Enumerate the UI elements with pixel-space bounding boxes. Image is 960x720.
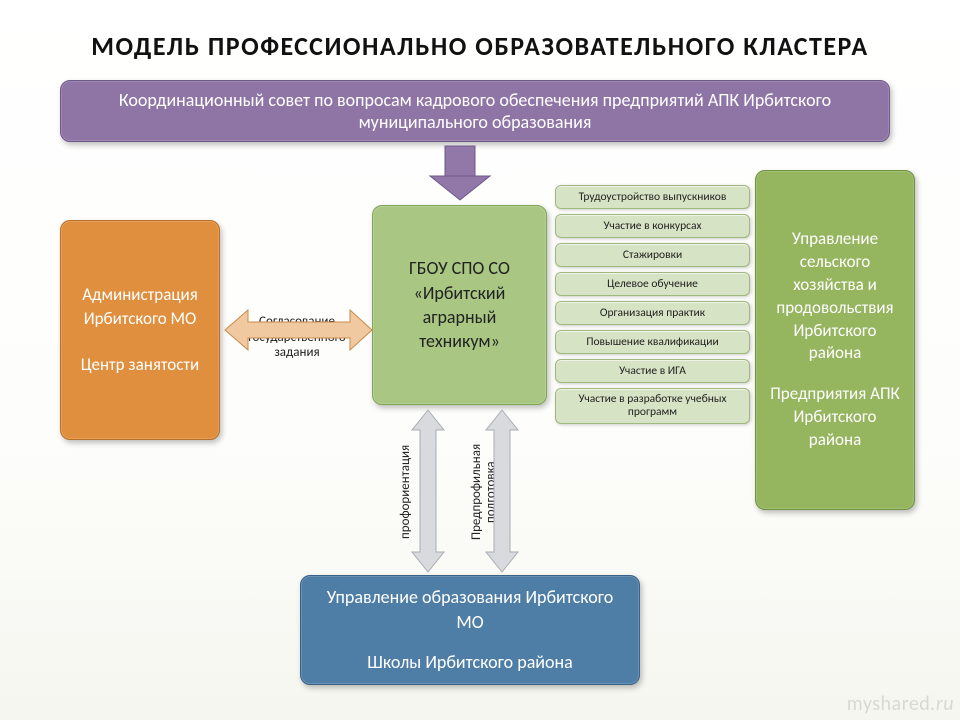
pill-column: Трудоустройство выпускников Участие в ко… xyxy=(555,185,750,429)
pill-item: Повышение квалификации xyxy=(555,330,750,354)
right-line1: Управление сельского хозяйства и продово… xyxy=(766,228,904,366)
pill-label: Участие в конкурсах xyxy=(604,219,702,233)
pill-item: Участие в ИГА xyxy=(555,359,750,383)
pill-label: Трудоустройство выпускников xyxy=(579,190,727,204)
diagram-stage: МОДЕЛЬ ПРОФЕССИОНАЛЬНО ОБРАЗОВАТЕЛЬНОГО … xyxy=(0,0,960,720)
left-line1: Администрация Ирбитского МО xyxy=(75,283,205,331)
bottom-box: Управление образования Ирбитского МО Шко… xyxy=(300,575,640,685)
pill-item: Трудоустройство выпускников xyxy=(555,185,750,209)
pill-label: Участие в ИГА xyxy=(619,364,686,378)
topbar-text: Координационный совет по вопросам кадров… xyxy=(75,89,875,134)
pill-item: Целевое обучение xyxy=(555,272,750,296)
agree-label: Согласование государственного задания xyxy=(232,314,362,361)
center-text: ГБОУ СПО СО «Ирбитский аграрный техникум… xyxy=(387,256,532,353)
pill-label: Участие в разработке учебных программ xyxy=(556,393,749,418)
pill-item: Участие в конкурсах xyxy=(555,214,750,238)
right-box: Управление сельского хозяйства и продово… xyxy=(755,170,915,510)
bottom-line2: Школы Ирбитского района xyxy=(315,650,625,675)
left-line2: Центр занятости xyxy=(75,353,205,377)
left-box: Администрация Ирбитского МО Центр занято… xyxy=(60,220,220,440)
center-box: ГБОУ СПО СО «Ирбитский аграрный техникум… xyxy=(372,205,547,405)
bottom-line1: Управление образования Ирбитского МО xyxy=(315,585,625,635)
pill-label: Повышение квалификации xyxy=(586,335,718,349)
arrow-top-down xyxy=(430,146,490,200)
pill-label: Организация практик xyxy=(600,306,705,320)
pill-item: Стажировки xyxy=(555,243,750,267)
pill-label: Целевое обучение xyxy=(607,277,698,291)
vlabel-predprof: Предпрофильная подготовка xyxy=(470,422,499,562)
page-title: МОДЕЛЬ ПРОФЕССИОНАЛЬНО ОБРАЗОВАТЕЛЬНОГО … xyxy=(0,30,960,62)
pill-label: Стажировки xyxy=(623,248,682,262)
topbar-box: Координационный совет по вопросам кадров… xyxy=(60,80,890,142)
pill-item: Участие в разработке учебных программ xyxy=(555,388,750,424)
vlabel-proforient: профориентация xyxy=(398,432,413,552)
pill-item: Организация практик xyxy=(555,301,750,325)
arrow-center-bottom-1 xyxy=(412,410,444,572)
right-line2: Предприятия АПК Ирбитского района xyxy=(766,383,904,452)
watermark: myshared.ru xyxy=(847,692,954,716)
